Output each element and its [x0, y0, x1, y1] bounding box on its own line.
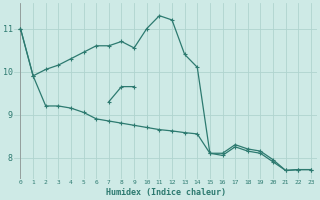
X-axis label: Humidex (Indice chaleur): Humidex (Indice chaleur)	[106, 188, 226, 197]
